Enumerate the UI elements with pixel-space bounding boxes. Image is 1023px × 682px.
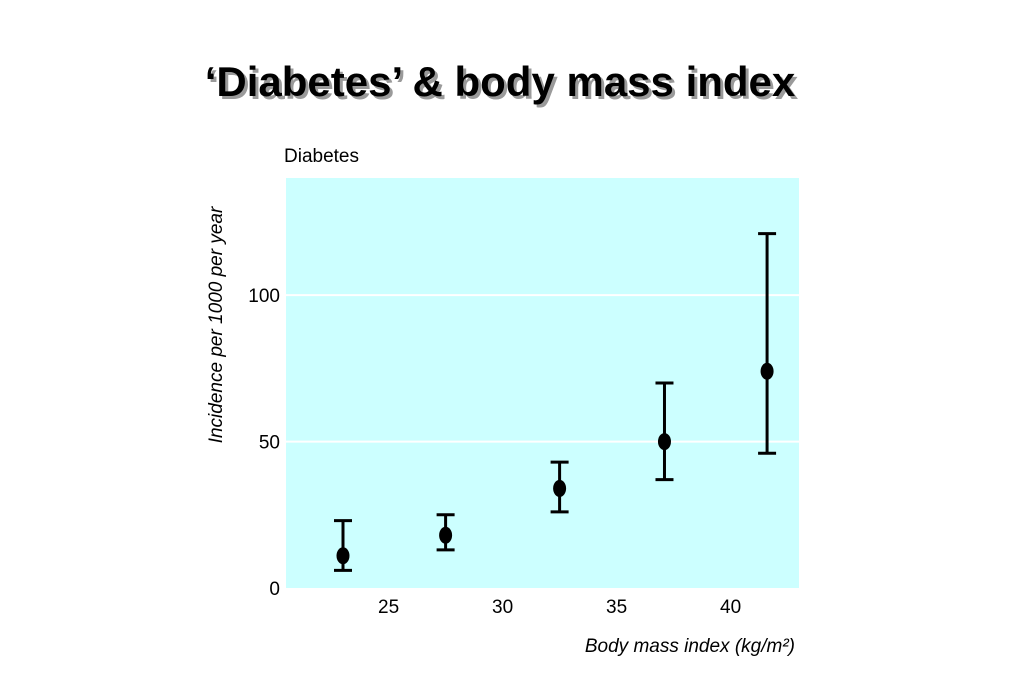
y-tick-label-50: 50 — [259, 433, 280, 454]
x-tick-label-25: 25 — [378, 597, 399, 618]
point-marker-3 — [553, 479, 567, 497]
x-tick-label-30: 30 — [492, 597, 513, 618]
point-marker-5 — [760, 362, 774, 380]
x-tick-label-40: 40 — [720, 597, 741, 618]
y-tick-label-100: 100 — [248, 286, 280, 307]
y-tick-labels: 0 50 100 — [248, 286, 280, 600]
data-points — [334, 232, 777, 572]
plot-area — [286, 178, 799, 588]
point-marker-2 — [439, 526, 453, 544]
x-axis-label: Body mass index (kg/m²) — [585, 636, 795, 657]
y-axis-label: Incidence per 1000 per year — [206, 206, 227, 443]
data-point-2 — [436, 513, 455, 552]
y-tick-label-0: 0 — [269, 579, 280, 600]
data-point-5 — [758, 232, 777, 455]
slide-title: ‘Diabetes’ & body mass index — [204, 58, 796, 105]
point-marker-4 — [657, 433, 671, 451]
gridlines — [286, 294, 799, 443]
x-tick-labels: 25 30 35 40 — [378, 597, 741, 618]
data-point-1 — [334, 519, 352, 572]
chart-title: Diabetes — [284, 146, 359, 167]
data-point-4 — [655, 381, 674, 482]
x-tick-label-35: 35 — [606, 597, 627, 618]
point-marker-1 — [336, 547, 350, 565]
data-point-3 — [550, 460, 569, 514]
